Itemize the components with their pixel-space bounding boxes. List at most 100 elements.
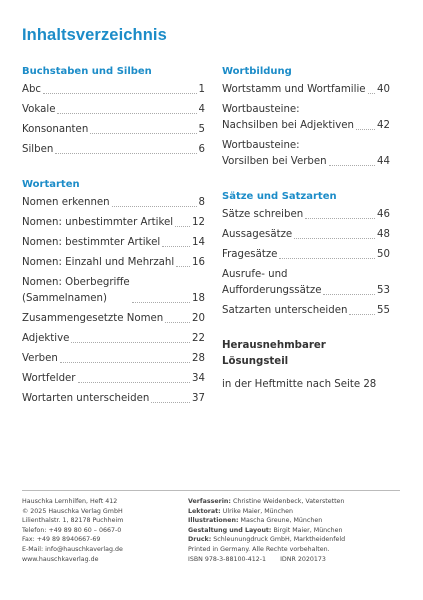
dot-leader [349,314,376,315]
toc-column: Buchstaben und Silben Abc 1 Vokale 4 Konsonan… [22,64,205,426]
entry-line: Wortbausteine: [222,104,300,115]
page-title: Inhaltsverzeichnis [22,26,167,44]
dot-leader [131,302,191,303]
entry-label: Adjektive [22,331,69,347]
credit-line: Druck: Schleunungdruck GmbH, Marktheiden… [188,535,345,545]
section-heading: Wortbildung [222,66,292,77]
dot-leader [294,238,376,239]
toc-entry: Silben 6 [22,142,205,158]
credit-label: Lektorat: [188,507,221,515]
toc-entry: Vokale 4 [22,102,205,118]
entry-line: Nomen: unbestimmter Artikel [22,217,174,228]
toc-section: Wortbildung Wortstamm und Wortfamilie 40 Wo… [222,64,390,170]
toc-entry: Satzarten unterscheiden 55 [222,303,390,319]
dot-leader [43,93,197,94]
entry-label: Wortbausteine: Vorsilben bei Verben [222,138,327,170]
toc-section: Sätze und Satzarten Sätze schreiben 46 Auss… [222,189,390,319]
dot-leader [71,342,191,343]
idnr: IDNR 2020173 [280,555,326,563]
publisher-line: Fax: +49 89 8940667-69 [22,536,101,544]
page-number: 55 [377,305,390,316]
toc-section: Buchstaben und Silben Abc 1 Vokale 4 Konsonan… [22,64,205,158]
note-heading: Herausnehmbarer Lösungsteil [222,340,326,367]
note-text: in der Heftmitte nach Seite 28 [222,379,377,390]
toc-entry: Konsonanten 5 [22,122,205,138]
entry-label: Satzarten unterscheiden [222,303,347,319]
imprint-line: Printed in Germany. Alle Rechte vorbehal… [188,545,330,553]
credit-line: Gestaltung und Layout: Birgit Maier, Mün… [188,526,345,536]
credit-text: Ulrike Maier, München [222,507,293,515]
entry-label: Silben [22,142,53,158]
entry-line: Nomen: Einzahl und Mehrzahl [22,257,175,268]
dot-leader [305,218,376,219]
page-number: 50 [377,249,390,260]
entry-line: Nomen: Oberbegriffe [22,277,130,288]
entry-label: Wortfelder [22,371,76,387]
entry-label: Konsonanten [22,122,88,138]
publisher-line: Telefon: +49 89 80 60 – 0667-0 [22,526,122,534]
dot-leader [55,153,197,154]
entry-label: Nomen: Oberbegriffe (Sammelnamen) [22,275,130,307]
publisher-line: www.hauschkaverlag.de [22,555,99,563]
page-number: 48 [377,229,390,240]
entry-line: Adjektive [22,333,70,344]
entry-line: Aussagesätze [222,229,293,240]
credits-info: Verfasserin: Christine Weidenbeck, Vater… [188,497,345,564]
toc-entry: Sätze schreiben 46 [222,207,390,223]
toc-entry: Nomen: Einzahl und Mehrzahl 16 [22,255,205,271]
page-number: 4 [198,104,205,115]
entry-label: Nomen: Einzahl und Mehrzahl [22,255,174,271]
entry-label: Nomen: unbestimmter Artikel [22,215,173,231]
entry-line: Abc [22,84,42,95]
entry-line: Wortbausteine: [222,140,300,151]
credit-text: Schleunungdruck GmbH, Marktheidenfeld [213,536,346,544]
credit-line: Illustrationen: Mascha Greune, München [188,516,345,526]
entry-label: Nomen erkennen [22,195,110,211]
toc-entry: Wortarten unterscheiden 37 [22,391,205,407]
page-number: 40 [377,84,390,95]
toc-entry: Zusammengesetzte Nomen 20 [22,311,205,327]
page-number: 12 [192,217,205,228]
credit-line: Lektorat: Ulrike Maier, München [188,507,345,517]
publisher-line: © 2025 Hauschka Verlag GmbH [22,507,123,515]
dot-leader [279,258,376,259]
credit-label: Gestaltung und Layout: [188,526,272,534]
entry-label: Ausrufe- und Aufforderungssätze [222,267,321,299]
entry-line: Vorsilben bei Verben [222,156,327,167]
page-number: 16 [192,257,205,268]
page-number: 14 [192,237,205,248]
toc-entry: Wortstamm und Wortfamilie 40 [222,82,390,98]
dot-leader [162,246,191,247]
entry-label: Vokale [22,102,55,118]
page-number: 28 [192,353,205,364]
credit-text: Mascha Greune, München [240,517,323,525]
entry-line: Fragesätze [222,249,278,260]
entry-line: Nomen: bestimmter Artikel [22,237,161,248]
page-number: 22 [192,333,205,344]
entry-line: Wortarten unterscheiden [22,393,150,404]
entry-line: Nomen erkennen [22,197,110,208]
credit-line: Verfasserin: Christine Weidenbeck, Vater… [188,497,345,507]
page-number: 6 [198,144,205,155]
entry-label: Aussagesätze [222,227,292,243]
credit-text: Birgit Maier, München [273,526,343,534]
section-heading: Buchstaben und Silben [22,66,152,77]
entry-label: Wortstamm und Wortfamilie [222,82,366,98]
toc-entry: Ausrufe- und Aufforderungssätze 53 [222,267,390,299]
toc-entry: Wortfelder 34 [22,371,205,387]
publisher-line: E-Mail: info@hauschkaverlag.de [22,545,123,553]
entry-line: Silben [22,144,54,155]
credit-label: Illustrationen: [188,517,239,525]
toc-entry: Abc 1 [22,82,205,98]
entry-line: Wortfelder [22,373,76,384]
entry-line: (Sammelnamen) [22,293,107,304]
toc-entry: Wortbausteine: Nachsilben bei Adjektiven 4… [222,102,390,134]
dot-leader [175,226,191,227]
dot-leader [328,165,376,166]
credit-text: Christine Weidenbeck, Vaterstetten [232,498,345,505]
dot-leader [111,206,197,207]
entry-label: Wortbausteine: Nachsilben bei Adjektiven [222,102,354,134]
toc-entry: Adjektive 22 [22,331,205,347]
dot-leader [355,129,376,130]
